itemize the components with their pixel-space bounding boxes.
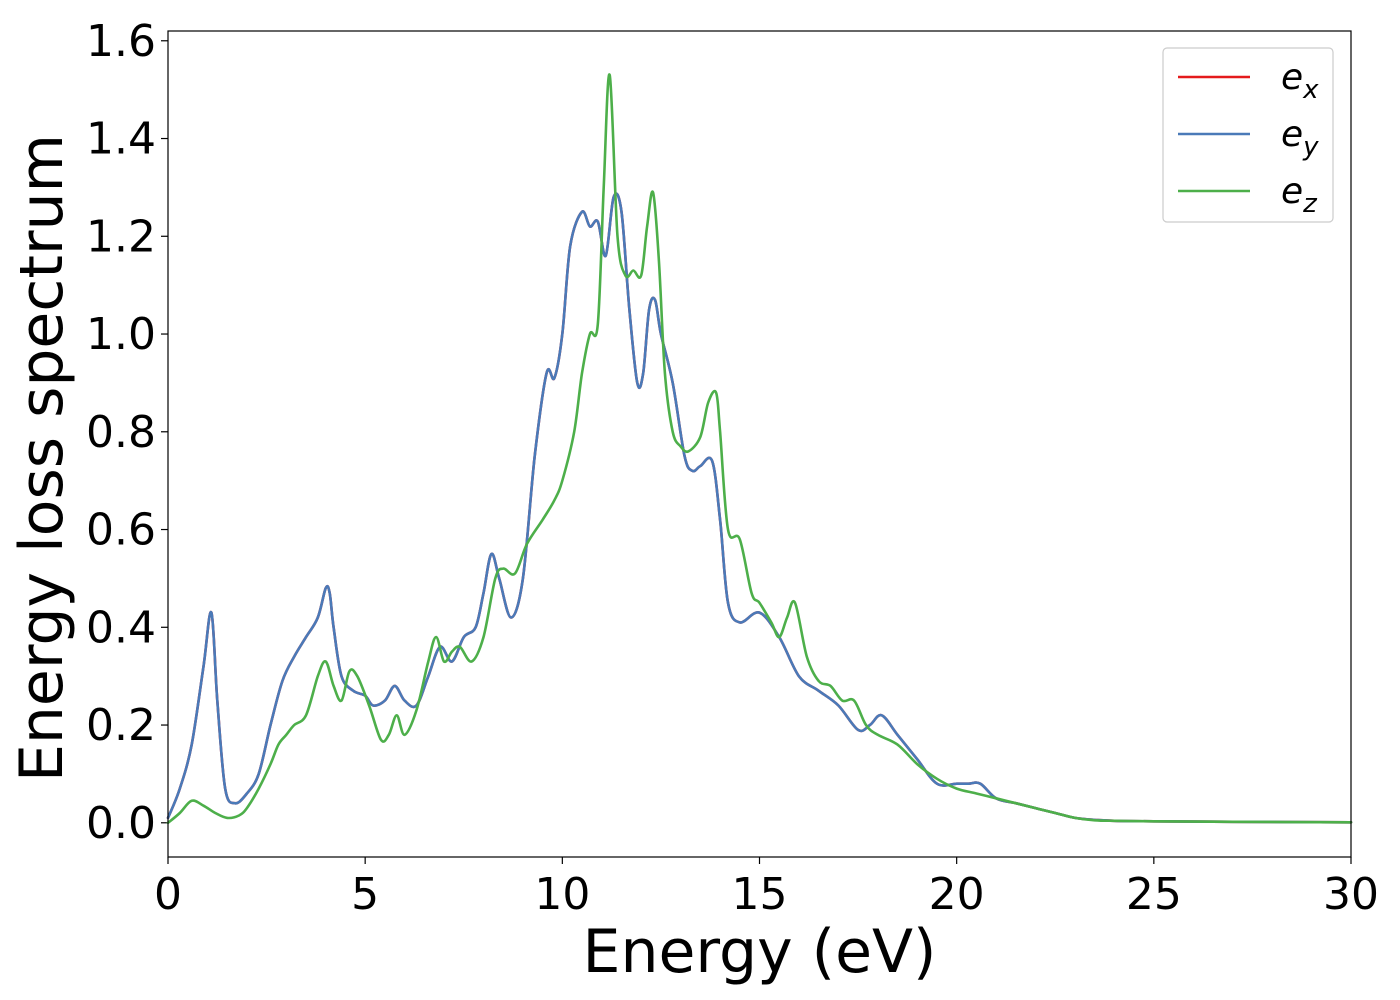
series-group: [166, 73, 1353, 825]
y-tick-label: 1.0: [86, 309, 156, 360]
x-tick-label: 30: [1323, 869, 1379, 920]
x-tick-label: 15: [732, 869, 788, 920]
y-tick-label: 0.2: [86, 700, 156, 751]
legend-label-subscript: y: [1302, 132, 1319, 162]
x-tick-label: 10: [534, 869, 590, 920]
tick-group: 0 5 10 15 20 25 30 0.0 0.2 0.4 0.6 0.8 1.0 1.2 1.4 1.6: [86, 16, 1379, 920]
x-tick-label: 5: [351, 869, 379, 920]
y-tick-label: 1.6: [86, 16, 156, 67]
y-tick-label: 0.4: [86, 602, 156, 653]
legend-label-subscript: z: [1302, 189, 1318, 219]
legend-label-base: e: [1281, 171, 1303, 212]
y-tick-label: 1.4: [86, 114, 156, 165]
legend-label-z: ez: [1281, 171, 1318, 219]
y-axis-title: Energy loss spectrum: [7, 134, 77, 782]
x-tick-label: 25: [1126, 869, 1182, 920]
x-tick-label: 0: [154, 869, 182, 920]
y-tick-label: 0.6: [86, 505, 156, 556]
legend-label-base: e: [1281, 114, 1303, 155]
y-tick-label: 1.2: [86, 211, 156, 262]
plot-frame: [167, 30, 1352, 858]
y-tick-label: 0.8: [86, 407, 156, 458]
series-line-y: [166, 192, 1353, 824]
legend-label-y: ey: [1281, 114, 1319, 162]
x-axis-title: Energy (eV): [583, 917, 937, 987]
legend-label-x: ex: [1281, 57, 1319, 105]
series-line-z: [166, 73, 1353, 825]
y-tick-label: 0.0: [86, 798, 156, 849]
series-line-x: [166, 192, 1353, 824]
x-tick-label: 20: [929, 869, 985, 920]
legend-label-base: e: [1281, 57, 1303, 98]
legend-label-subscript: x: [1302, 75, 1319, 105]
